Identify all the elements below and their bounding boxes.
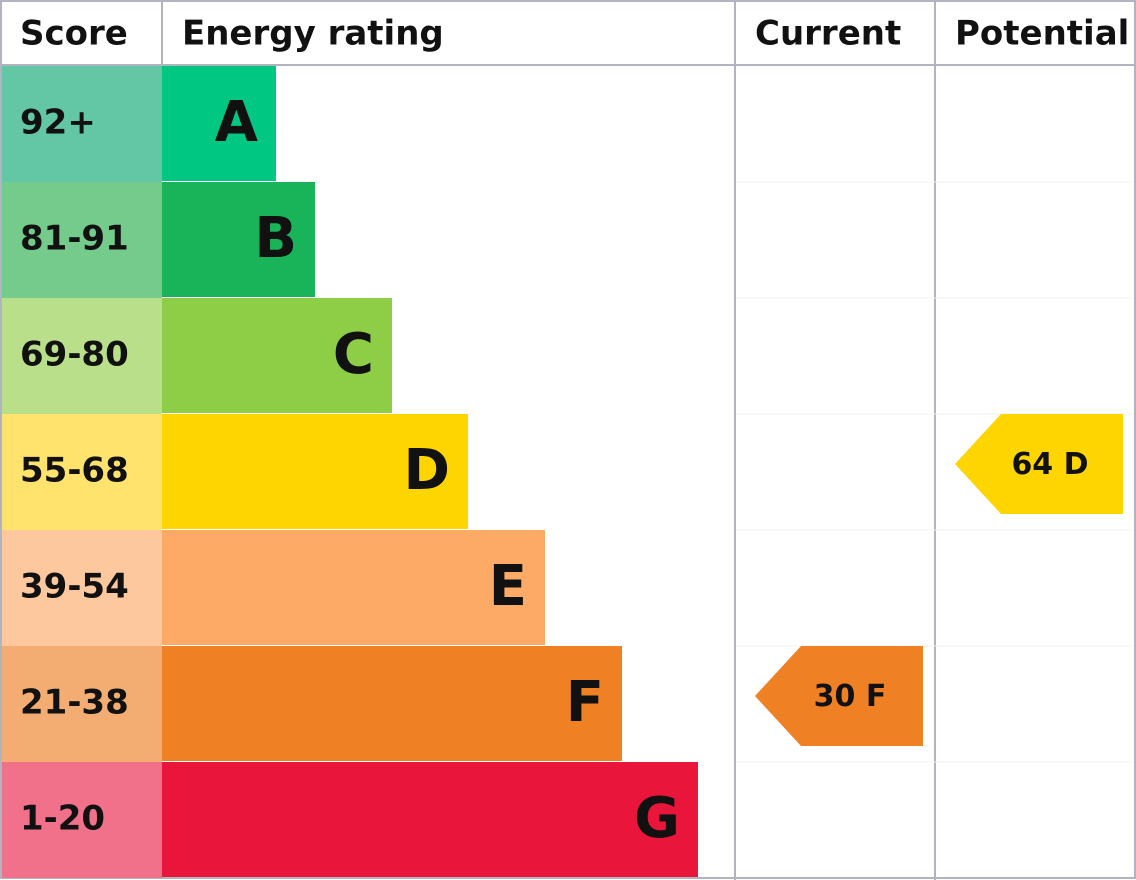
arrow-rating: D	[1064, 447, 1089, 482]
rating-letter: F	[566, 670, 604, 735]
rating-letter: C	[333, 322, 374, 387]
score-cell	[2, 182, 162, 298]
rating-bar	[162, 298, 392, 413]
rating-letter: A	[215, 90, 259, 155]
score-label: 69-80	[20, 335, 129, 375]
score-label: 1-20	[20, 799, 105, 839]
score-label: 55-68	[20, 451, 129, 491]
rating-arrow	[955, 414, 1123, 514]
header-score: Score	[20, 14, 128, 54]
score-cell	[2, 66, 162, 182]
score-cell	[2, 762, 162, 878]
score-label: 81-91	[20, 219, 129, 259]
rating-letter: G	[634, 786, 680, 851]
rating-letter: E	[489, 554, 527, 619]
header-energy: Energy rating	[182, 14, 444, 54]
arrow-score: 30	[814, 679, 856, 714]
header-current: Current	[755, 14, 901, 54]
rating-bar	[162, 530, 545, 645]
rating-bar	[162, 414, 468, 529]
score-label: 21-38	[20, 683, 129, 723]
rating-arrow-label: 30 F	[814, 679, 887, 714]
score-cell	[2, 414, 162, 530]
rating-arrow-label: 64 D	[1011, 447, 1088, 482]
rating-bar	[162, 646, 622, 761]
score-cell	[2, 530, 162, 646]
score-label: 39-54	[20, 567, 129, 607]
rating-bar	[162, 762, 698, 877]
rating-letter: B	[254, 206, 297, 271]
score-cell	[2, 298, 162, 414]
rating-bar	[162, 182, 315, 297]
rating-arrow	[755, 646, 923, 746]
header-potential: Potential	[955, 14, 1129, 54]
rating-letter: D	[404, 438, 450, 503]
rating-bar	[162, 66, 276, 181]
arrow-score: 64	[1011, 447, 1053, 482]
score-label: 92+	[20, 103, 96, 143]
score-cell	[2, 646, 162, 762]
arrow-rating: F	[866, 679, 887, 714]
